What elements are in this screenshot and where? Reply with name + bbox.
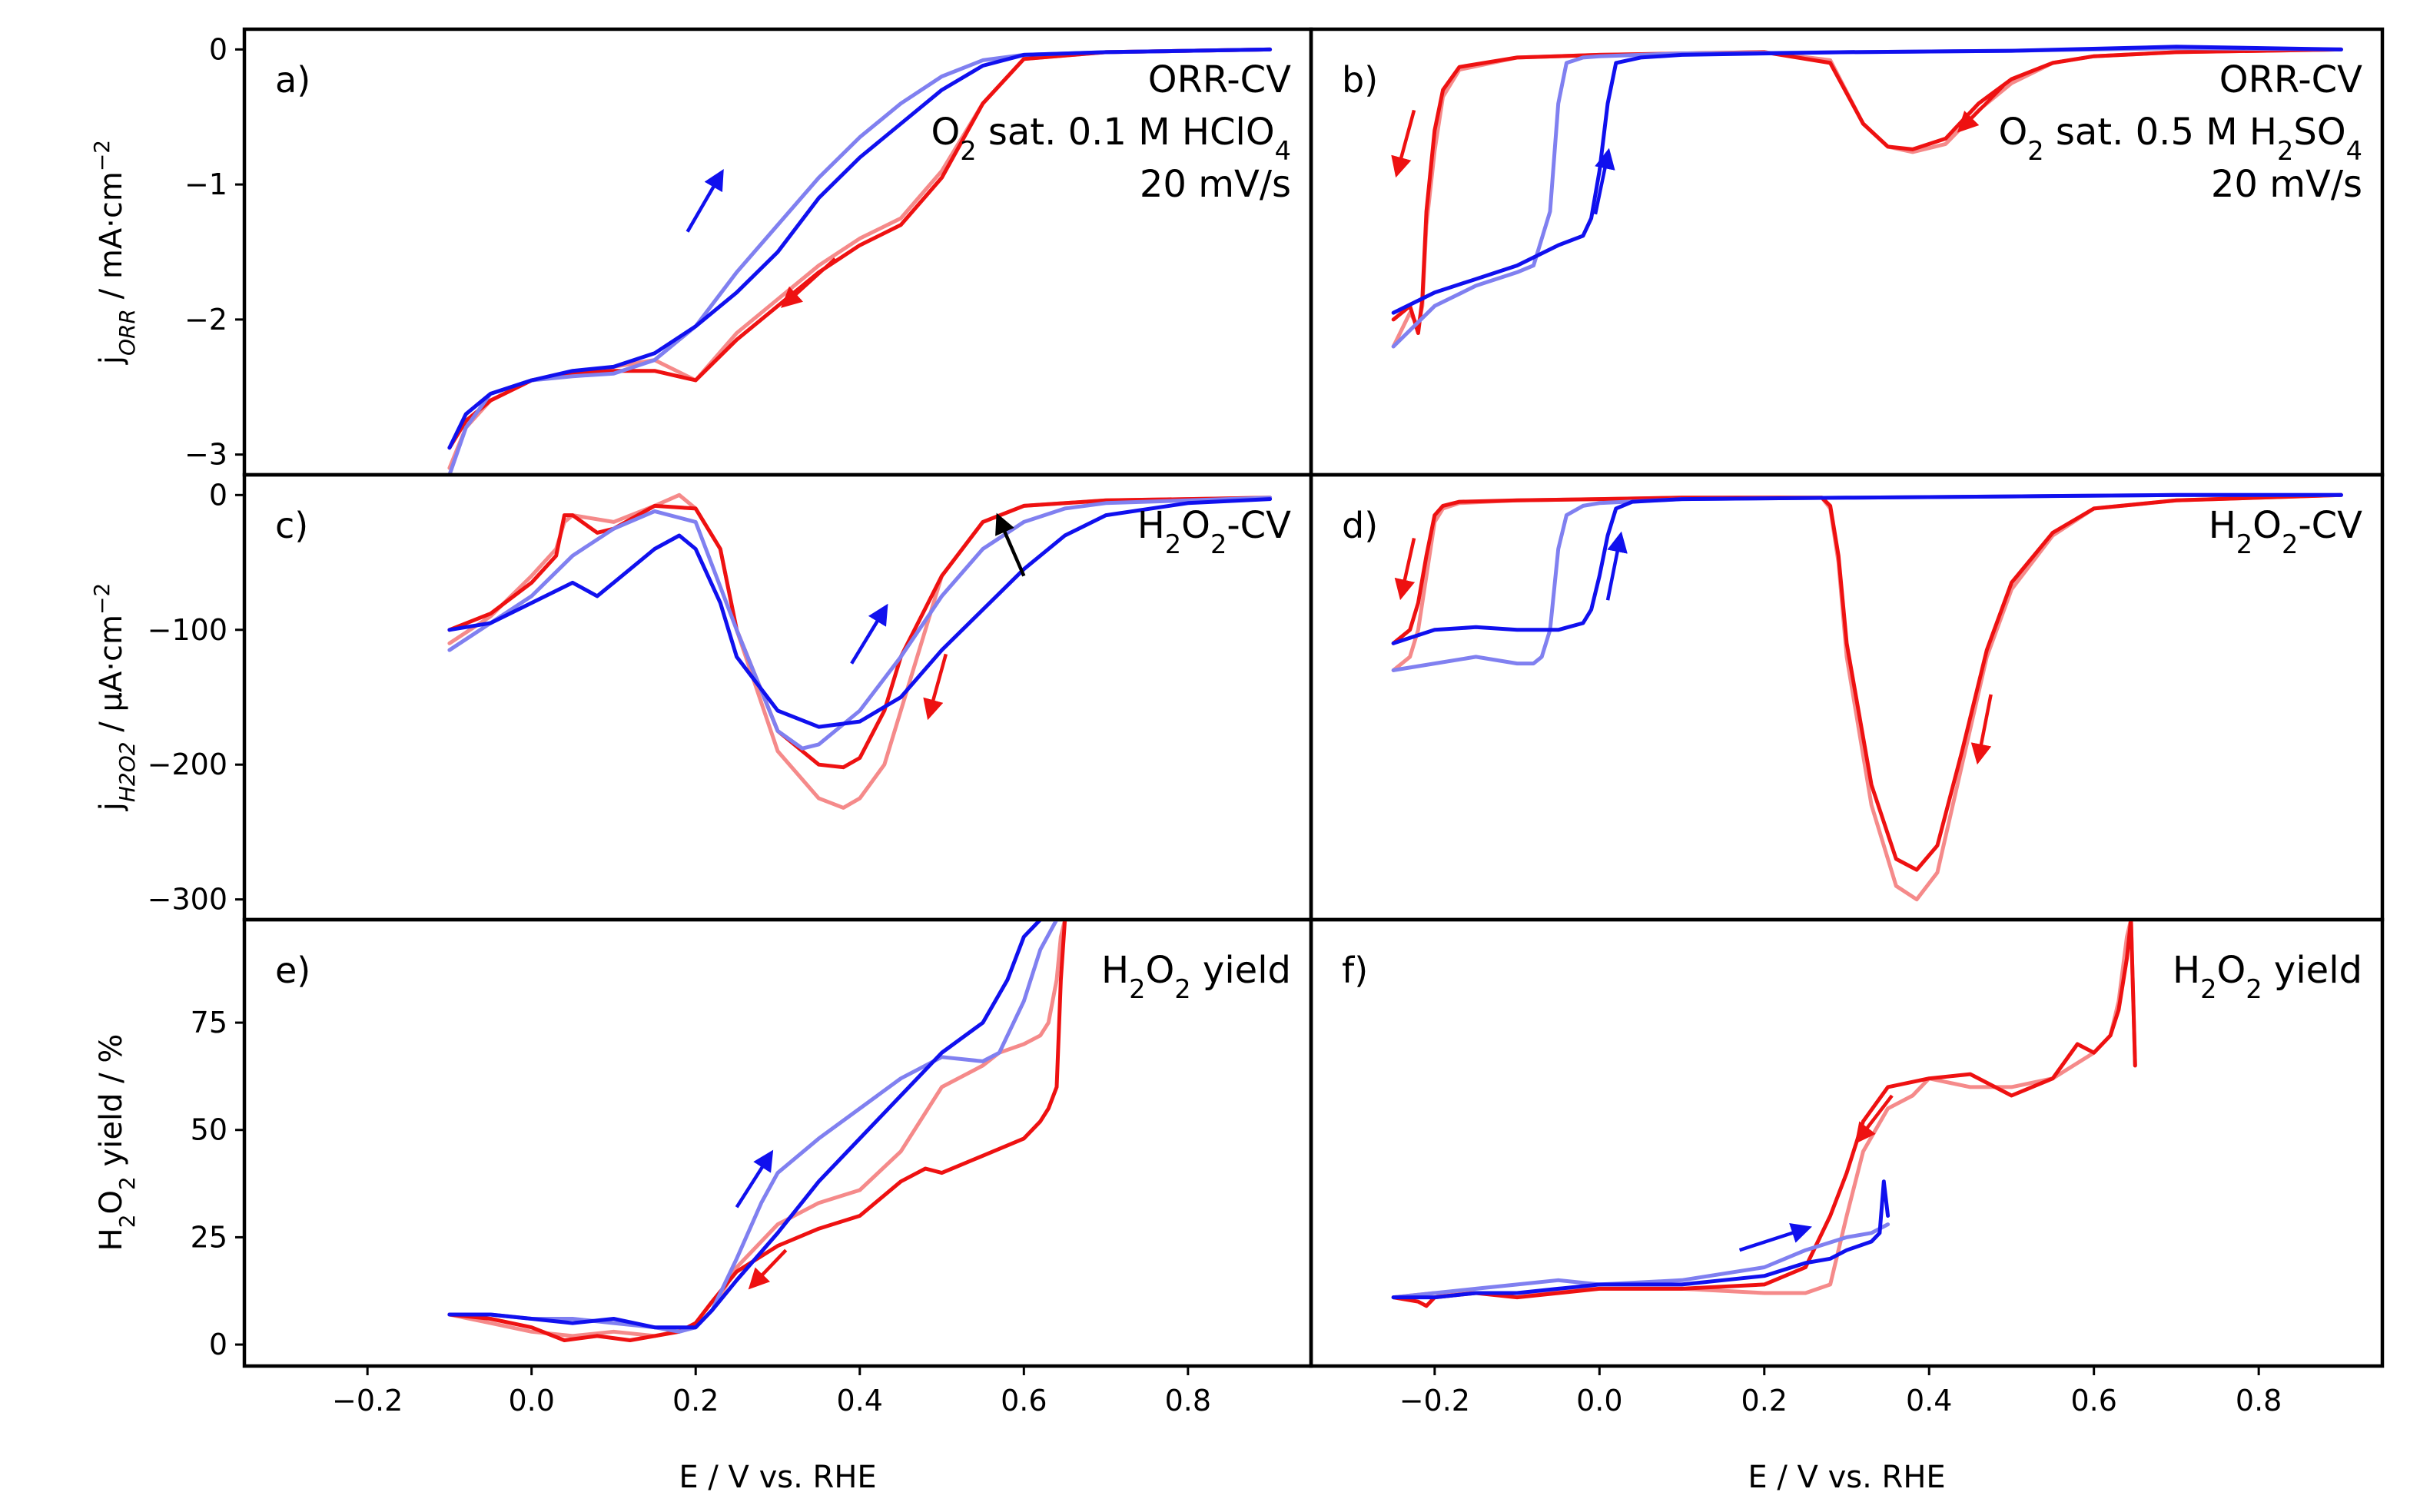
series-line-red bbox=[1391, 492, 2343, 872]
series-line-light_red bbox=[447, 920, 1067, 1338]
x-tick-label: 0.6 bbox=[2070, 1384, 2116, 1418]
direction-arrow-icon bbox=[735, 1149, 774, 1209]
x-tick-label: 0.8 bbox=[1165, 1384, 1211, 1418]
panel-label: e) bbox=[275, 950, 310, 991]
direction-arrow-icon bbox=[1854, 1094, 1894, 1145]
y-tick-label: −200 bbox=[148, 748, 227, 781]
panel-c: 0 −100 −200 −300 c) H2O2-CV jH2O2 / μA·cm−2 bbox=[89, 472, 1313, 922]
x-tick-label: 0.4 bbox=[837, 1384, 883, 1418]
direction-arrow-icon bbox=[1605, 531, 1628, 601]
x-tick-label: 0.0 bbox=[508, 1384, 554, 1418]
panel-e: 0 25 50 75 −0.2 0.0 0.2 0.4 0.6 0.8 e) H2O2 yield H2… bbox=[94, 917, 1313, 1495]
panel-label: f) bbox=[1342, 950, 1368, 991]
series-line-light_blue bbox=[447, 920, 1059, 1334]
y-tick-label: 50 bbox=[191, 1113, 227, 1147]
x-tick-label: 0.6 bbox=[1001, 1384, 1047, 1418]
series-line-blue bbox=[447, 47, 1273, 450]
series-line-blue bbox=[1391, 1179, 1891, 1300]
panel-f: −0.2 0.0 0.2 0.4 0.6 0.8 f) H2O2 yield E / V vs.… bbox=[1309, 917, 2385, 1495]
plot-frame bbox=[1309, 917, 2385, 1368]
annotation-text: 20 mV/s bbox=[2211, 163, 2362, 206]
y-tick-label: −300 bbox=[148, 883, 227, 917]
direction-arrow-icon bbox=[1394, 537, 1416, 601]
series-group bbox=[1391, 492, 2343, 902]
panel-label: a) bbox=[275, 59, 310, 101]
y-tick-label: 0 bbox=[209, 478, 227, 512]
x-tick-label: 0.2 bbox=[1741, 1384, 1788, 1418]
annotation-text: H2O2-CV bbox=[2209, 504, 2362, 559]
panel-label: b) bbox=[1342, 59, 1378, 101]
y-tick-label: 25 bbox=[191, 1220, 227, 1254]
direction-arrow-icon bbox=[850, 603, 888, 665]
series-group bbox=[447, 47, 1273, 475]
panel-label: d) bbox=[1342, 505, 1378, 546]
panel-d: d) H2O2-CV bbox=[1309, 472, 2385, 922]
x-axis-label: E / V vs. RHE bbox=[679, 1460, 876, 1495]
series-line-blue bbox=[447, 920, 1043, 1330]
annotation-text: H2O2 yield bbox=[2173, 949, 2362, 1004]
annotation-text: O2 sat. 0.5 M H2SO4 bbox=[1998, 111, 2362, 166]
series-group bbox=[1391, 920, 2137, 1308]
direction-arrow-icon bbox=[748, 1248, 788, 1290]
series-group bbox=[447, 492, 1273, 810]
y-axis-label: H2O2 yield / % bbox=[94, 1034, 140, 1252]
series-line-red bbox=[1391, 47, 2343, 335]
y-axis-label: jH2O2 / μA·cm−2 bbox=[89, 583, 140, 812]
x-tick-label: −0.2 bbox=[1399, 1384, 1470, 1418]
annotation-text: 20 mV/s bbox=[1140, 163, 1291, 206]
annotation-text: H2O2-CV bbox=[1137, 504, 1291, 559]
series-group bbox=[1391, 45, 2343, 349]
direction-arrow-icon bbox=[1970, 694, 1993, 765]
annotation-text: H2O2 yield bbox=[1101, 949, 1291, 1004]
series-line-blue bbox=[447, 497, 1273, 729]
y-tick-label: −100 bbox=[148, 613, 227, 647]
y-tick-label: −3 bbox=[184, 438, 227, 472]
series-group bbox=[447, 920, 1067, 1342]
series-line-light_blue bbox=[1391, 492, 2343, 672]
direction-arrow-icon bbox=[1391, 109, 1416, 178]
panel-label: c) bbox=[275, 505, 308, 546]
series-line-red bbox=[1391, 920, 2137, 1308]
annotation-text: O2 sat. 0.1 M HClO4 bbox=[931, 111, 1291, 166]
series-line-red bbox=[447, 920, 1067, 1342]
y-tick-label: 0 bbox=[209, 32, 227, 66]
direction-arrow-icon bbox=[686, 169, 724, 233]
series-line-light_blue bbox=[447, 496, 1273, 751]
series-line-light_blue bbox=[1391, 46, 2343, 349]
x-tick-label: 0.4 bbox=[1906, 1384, 1952, 1418]
series-line-blue bbox=[1391, 492, 2343, 645]
series-line-light_blue bbox=[1391, 1222, 1891, 1300]
y-tick-label: −2 bbox=[184, 303, 227, 337]
y-tick-label: 75 bbox=[191, 1006, 227, 1040]
direction-arrow-icon bbox=[1738, 1222, 1812, 1252]
y-tick-label: −1 bbox=[184, 167, 227, 201]
direction-arrow-icon bbox=[923, 653, 948, 721]
x-tick-label: 0.2 bbox=[672, 1384, 719, 1418]
direction-arrow-icon bbox=[995, 512, 1026, 577]
y-tick-label: 0 bbox=[209, 1328, 227, 1361]
direction-arrow-icon bbox=[1593, 148, 1615, 215]
series-line-light_red bbox=[1391, 47, 2343, 349]
direction-arrow-icon bbox=[781, 257, 837, 308]
x-tick-label: 0.8 bbox=[2236, 1384, 2282, 1418]
series-line-light_red bbox=[1391, 492, 2343, 902]
annotation-text: ORR-CV bbox=[2219, 58, 2362, 101]
x-tick-label: 0.0 bbox=[1576, 1384, 1622, 1418]
series-line-blue bbox=[1391, 45, 2343, 315]
x-axis-label: E / V vs. RHE bbox=[1748, 1460, 1945, 1495]
x-tick-label: −0.2 bbox=[332, 1384, 403, 1418]
annotation-text: ORR-CV bbox=[1148, 58, 1291, 101]
y-axis-label: jORR / mA·cm−2 bbox=[89, 140, 140, 365]
series-line-red bbox=[447, 47, 1273, 450]
direction-arrow-icon bbox=[1957, 85, 2005, 133]
